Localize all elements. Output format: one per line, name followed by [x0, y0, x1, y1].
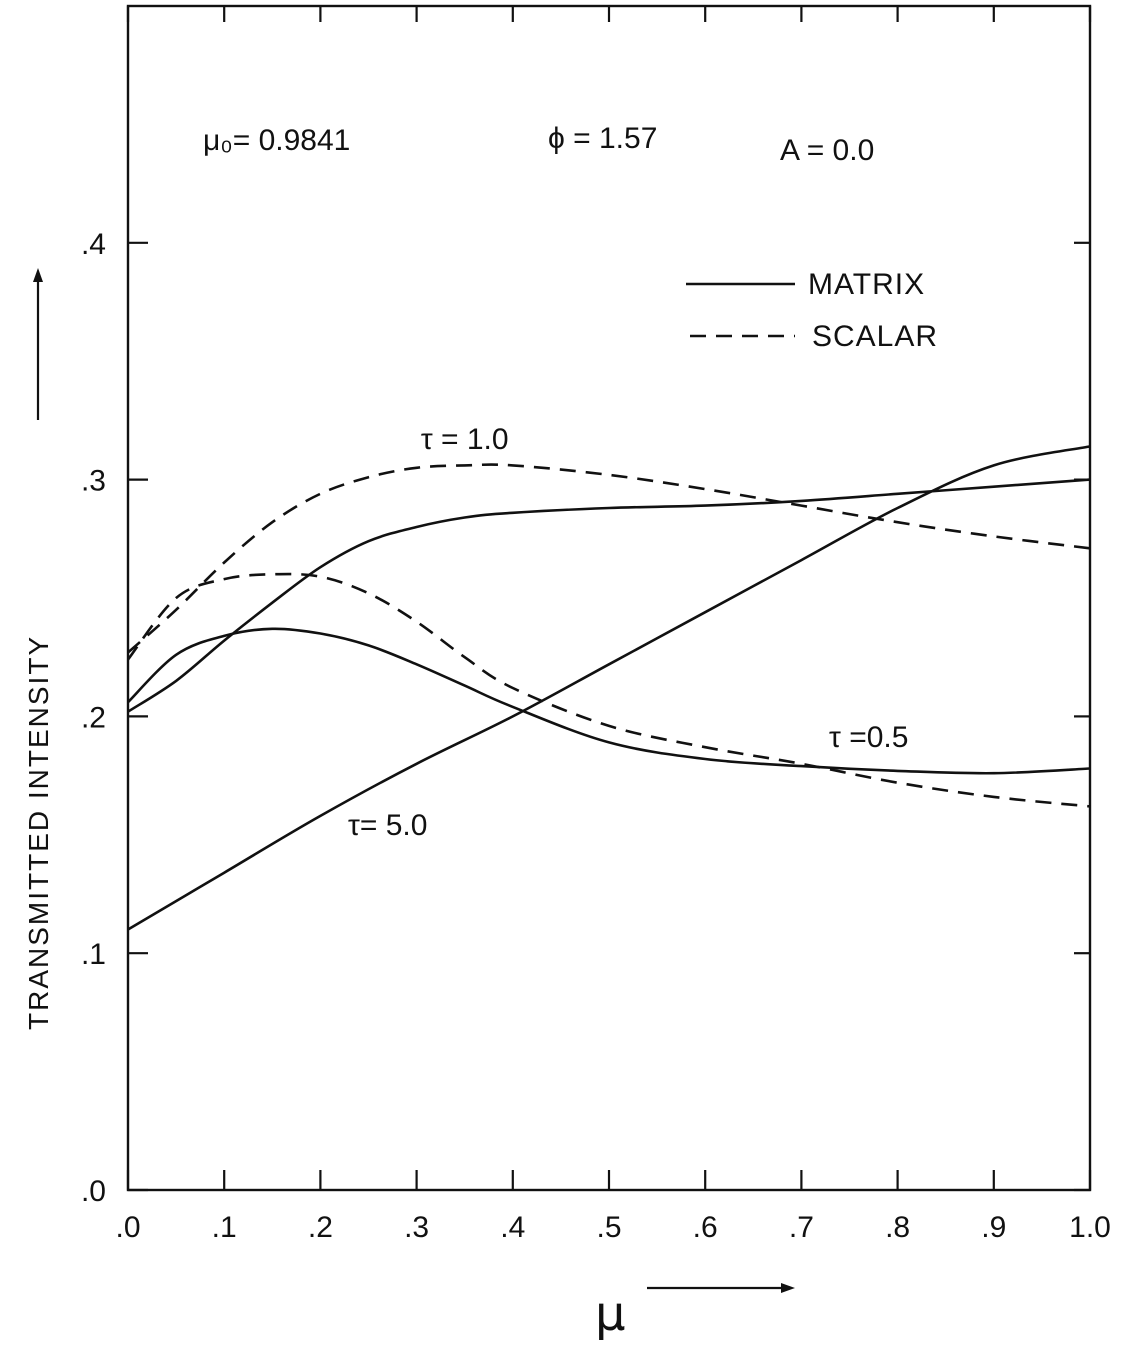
- x-tick-label: .9: [981, 1211, 1006, 1244]
- curve-label: τ = 1.0: [421, 423, 509, 456]
- x-tick-label: .4: [500, 1211, 525, 1244]
- y-tick-label: .4: [81, 228, 106, 261]
- series-line-tau-0-5-matrix: [127, 627, 1091, 775]
- param-mu0: μ₀= 0.9841: [203, 124, 350, 157]
- x-tick-label: .2: [308, 1211, 333, 1244]
- y-axis-title-group: TRANSMITTED INTENSITY: [23, 268, 54, 1030]
- x-tick-label: .3: [404, 1211, 429, 1244]
- legend-label-scalar: SCALAR: [812, 320, 938, 353]
- x-tick-label: .8: [885, 1211, 910, 1244]
- series-line-tau-0-5-scalar: [126, 572, 1091, 808]
- x-tick-label: .7: [789, 1211, 814, 1244]
- series-line-tau-1-0-matrix: [127, 478, 1091, 713]
- curve-label: τ= 5.0: [348, 809, 427, 842]
- y-axis-arrow-head: [33, 268, 43, 282]
- x-tick-label: .1: [212, 1211, 237, 1244]
- x-tick-label: .0: [115, 1211, 140, 1244]
- param-phi: ϕ = 1.57: [548, 122, 657, 155]
- y-axis-title: TRANSMITTED INTENSITY: [23, 635, 54, 1030]
- x-axis-title-group: μ: [595, 1283, 795, 1342]
- x-axis-arrow-head: [781, 1283, 795, 1293]
- plot-area-border: [126, 4, 1092, 1192]
- axis-ticks: .0 .1 .2 .3 .4 .5 .6 .7 .8 .9 1.0 .0 .1 .2 .3 .4: [81, 6, 1111, 1244]
- y-tick-label: .2: [81, 701, 106, 734]
- y-tick-label: .0: [81, 1175, 106, 1208]
- x-axis-title: μ: [595, 1286, 626, 1342]
- curve-label: τ =0.5: [829, 721, 908, 754]
- y-tick-label: .1: [81, 938, 106, 971]
- plot-frame: [126, 4, 1092, 1192]
- param-albedo: A = 0.0: [780, 134, 874, 167]
- legend: MATRIX SCALAR: [686, 268, 938, 353]
- x-tick-label: 1.0: [1069, 1211, 1111, 1244]
- x-tick-label: .6: [693, 1211, 718, 1244]
- y-tick-label: .3: [81, 465, 106, 498]
- x-tick-label: .5: [596, 1211, 621, 1244]
- legend-label-matrix: MATRIX: [808, 268, 925, 301]
- series-layer: τ = 1.0 τ =0.5 τ= 5.0: [126, 423, 1091, 931]
- series-line-tau-1-0-scalar: [127, 463, 1091, 654]
- series-line-tau-5-0-matrix: [127, 445, 1091, 931]
